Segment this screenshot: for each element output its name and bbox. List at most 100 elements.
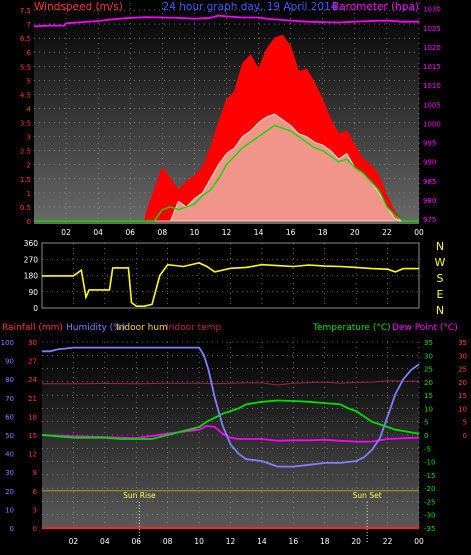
indoor-temp-tick-label: 30 xyxy=(458,352,467,360)
rain-tick-label: 24 xyxy=(28,376,37,384)
barometer-axis-label: Barometer (hpa) xyxy=(332,1,419,13)
temp-tick-label: -20 xyxy=(424,485,435,493)
chart-title: 24 hour graph day, 19 April 2014 xyxy=(163,1,338,13)
temp-x-tick-label: 10 xyxy=(194,537,204,546)
temp-tick-label: 15 xyxy=(424,392,433,400)
rain-tick-label: 30 xyxy=(28,339,37,347)
humidity-tick-label: 50 xyxy=(5,432,14,440)
temp-tick-label: 10 xyxy=(424,405,433,413)
barometer-tick-label: 1030 xyxy=(423,6,441,14)
humidity-tick-label: 20 xyxy=(5,488,14,496)
direction-series xyxy=(42,262,419,307)
temp-legend: Rainfall (mm) Humidity (%)Indoor humIndoo… xyxy=(2,323,458,333)
temp-x-tick-label: 20 xyxy=(351,537,361,546)
humidity-tick-label: 60 xyxy=(5,413,14,421)
wind-direction-series xyxy=(42,262,419,307)
windspeed-tick-label: 6 xyxy=(27,49,32,57)
humidity-series xyxy=(42,346,420,468)
rain-tick-label: 6 xyxy=(33,488,38,496)
barometer-tick-label: 1015 xyxy=(423,63,441,71)
wind-x-ticks: 02 04 06 08 10 12 14 16 18 20 22 00 xyxy=(61,228,424,237)
temperature-ticks: 35 30 25 20 15 10 5 0 -5 -10 -15 -20 -25 -30 -35 xyxy=(424,339,435,533)
windspeed-tick-label: 6.5 xyxy=(20,35,31,43)
windspeed-axis-label: Windspeed (m/s) xyxy=(34,1,123,13)
temperature-series xyxy=(41,399,420,440)
indoor-temp-tick-label: 25 xyxy=(458,366,467,374)
temp-tick-label: -30 xyxy=(424,512,435,520)
temp-series xyxy=(41,346,420,529)
indoor-temp-tick-label: 5 xyxy=(463,419,467,427)
rain-tick-label: 27 xyxy=(28,358,37,366)
barometer-tick-label: 1000 xyxy=(423,120,441,128)
humidity-tick-label: 100 xyxy=(1,339,14,347)
wind-x-tick-label: 14 xyxy=(254,228,264,237)
indoor-temp-ticks: 35 30 25 20 15 10 5 0 xyxy=(458,339,467,440)
rain-tick-label: 21 xyxy=(28,395,37,403)
temp-tick-label: -35 xyxy=(424,525,435,533)
barometer-ticks: 975 980 985 990 995 1000 1005 1010 1015 1020 1025 1… xyxy=(423,6,441,224)
barometer-tick-label: 1010 xyxy=(423,82,441,90)
windspeed-tick-label: 7 xyxy=(27,21,31,29)
indoor-temp-tick-label: 20 xyxy=(458,379,467,387)
sun-annotations: Sun Rise Sun Set xyxy=(123,491,382,542)
compass-letter: S xyxy=(437,272,444,285)
sun-marker-label: Sun Rise xyxy=(123,491,156,500)
direction-tick-label: 180 xyxy=(24,272,39,281)
legend-left-label: Rainfall (mm) xyxy=(2,323,63,333)
compass-letter: N xyxy=(436,304,444,317)
indoor-temp-tick-label: 0 xyxy=(463,432,467,440)
wind-baro-chart: Windspeed (m/s) 24 hour graph day, 19 Ap… xyxy=(20,1,441,237)
temp-tick-label: 30 xyxy=(424,352,433,360)
temp-tick-label: -10 xyxy=(424,459,435,467)
direction-tick-label: 0 xyxy=(33,304,38,313)
wind-x-tick-label: 20 xyxy=(350,228,360,237)
average-speed-series xyxy=(34,124,419,222)
temp-grid xyxy=(42,341,420,529)
barometer-series xyxy=(33,14,419,28)
windspeed-tick-label: 4.5 xyxy=(20,91,31,99)
temp-x-tick-label: 06 xyxy=(131,537,141,546)
indoor-temp-series xyxy=(42,380,420,386)
wind-x-tick-label: 02 xyxy=(61,228,71,237)
humidity-tick-label: 10 xyxy=(5,506,14,514)
legend-right-label: Dew Point (°C) xyxy=(392,323,458,333)
compass-letter: N xyxy=(436,240,444,253)
wind-x-tick-label: 22 xyxy=(382,228,392,237)
windspeed-tick-label: 1 xyxy=(27,190,31,198)
temp-tick-label: 20 xyxy=(424,379,433,387)
humidity-tick-label: 30 xyxy=(5,469,14,477)
temp-x-tick-label: 22 xyxy=(383,537,393,546)
legend-right-label: Temperature (°C) xyxy=(312,323,391,333)
temp-x-tick-label: 02 xyxy=(69,537,79,546)
temp-x-tick-label: 04 xyxy=(100,537,110,546)
humidity-tick-label: 90 xyxy=(5,358,14,366)
wind-x-tick-label: 06 xyxy=(125,228,135,237)
rain-tick-label: 3 xyxy=(33,506,37,514)
rain-tick-label: 0 xyxy=(33,525,37,533)
humidity-ticks: 0 10 20 30 40 50 60 70 80 90 100 xyxy=(1,339,14,533)
rain-tick-label: 18 xyxy=(28,413,37,421)
indoor-temp-tick-label: 10 xyxy=(458,405,467,413)
legend-left-label: Humidity (%) xyxy=(66,323,125,333)
humidity-tick-label: 40 xyxy=(5,451,14,459)
windspeed-tick-label: 7.5 xyxy=(20,7,31,15)
windspeed-tick-label: 4 xyxy=(27,105,32,113)
windspeed-tick-label: 2 xyxy=(27,162,31,170)
windspeed-tick-label: 1.5 xyxy=(20,176,31,184)
windspeed-tick-label: 0 xyxy=(27,218,31,226)
wind-x-tick-label: 04 xyxy=(93,228,103,237)
wind-x-tick-label: 08 xyxy=(158,228,168,237)
windspeed-tick-label: 0.5 xyxy=(20,204,31,212)
wind-x-tick-label: 10 xyxy=(190,228,200,237)
direction-tick-label: 90 xyxy=(28,288,38,297)
temp-tick-label: 0 xyxy=(424,432,428,440)
humidity-tick-label: 70 xyxy=(5,395,14,403)
indoor-temp-tick-label: 15 xyxy=(458,392,467,400)
wind-x-tick-label: 12 xyxy=(222,228,232,237)
temp-x-tick-label: 14 xyxy=(257,537,267,546)
direction-tick-label: 270 xyxy=(24,255,39,264)
rain-tick-label: 9 xyxy=(33,469,37,477)
dew-point-series xyxy=(41,424,420,443)
temp-tick-label: -25 xyxy=(424,498,435,506)
